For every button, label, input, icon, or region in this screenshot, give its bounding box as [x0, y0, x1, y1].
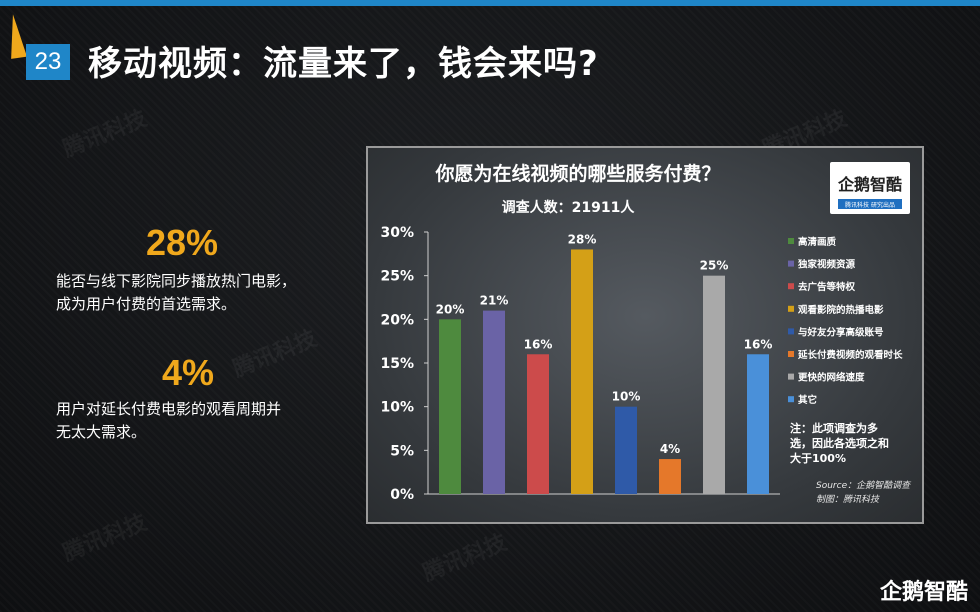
- y-tick-label: 20%: [380, 312, 414, 328]
- stat-value: 28%: [146, 222, 219, 263]
- legend-swatch: [788, 260, 794, 267]
- chart-source: Source：企鹅智酷调查: [816, 480, 912, 491]
- legend-swatch: [788, 328, 794, 335]
- stat-description-line: 用户对延长付费电影的观看周期并: [56, 400, 282, 418]
- data-label: 20%: [436, 302, 465, 316]
- legend-swatch: [788, 305, 794, 312]
- y-tick-label: 10%: [380, 400, 414, 416]
- data-label: 21%: [480, 294, 509, 308]
- legend-swatch: [788, 238, 794, 244]
- stat-description: 能否与线下影院同步播放热门电影， 成为用户付费的首选需求。: [56, 270, 296, 316]
- bar: [703, 275, 725, 494]
- data-label: 4%: [660, 442, 680, 456]
- data-label: 16%: [524, 337, 553, 351]
- logo-subtext: 腾讯科技 研究出品: [845, 201, 895, 209]
- chart-panel: 你愿为在线视频的哪些服务付费？ 调查人数：21911人 企鹅智酷腾讯科技 研究出品 0…: [366, 146, 924, 524]
- stat-description: 用户对延长付费电影的观看周期并 无太大需求。: [56, 398, 281, 444]
- legend-swatch: [788, 351, 794, 357]
- chart-note: 注：此项调查为多: [790, 421, 878, 435]
- chart-note: 选，因此各选项之和: [790, 436, 889, 450]
- bar: [615, 406, 637, 494]
- legend-label: 其它: [798, 394, 817, 406]
- bar: [747, 354, 769, 494]
- legend-label: 延长付费视频的观看时长: [797, 349, 903, 361]
- bar: [659, 459, 681, 494]
- legend-swatch: [788, 396, 794, 403]
- slide-number: 23: [26, 44, 70, 80]
- footer-logo: 企鹅智酷: [879, 580, 968, 605]
- y-tick-label: 5%: [390, 443, 414, 459]
- chart-credit: 制图：腾讯科技: [816, 494, 880, 505]
- legend-label: 与好友分享高级账号: [798, 326, 884, 338]
- data-label: 10%: [612, 390, 641, 404]
- logo-name: 企鹅智酷: [837, 175, 902, 194]
- legend-label: 观看影院的热播电影: [797, 304, 884, 316]
- stat-description-line: 能否与线下影院同步播放热门电影，: [56, 272, 297, 290]
- legend-swatch: [788, 283, 794, 290]
- legend-swatch: [788, 373, 794, 380]
- chart-title: 你愿为在线视频的哪些服务付费？: [434, 162, 720, 185]
- top-accent-bar: [0, 0, 980, 6]
- y-tick-label: 25%: [380, 269, 414, 285]
- stat-value: 4%: [162, 352, 215, 393]
- y-tick-label: 0%: [390, 487, 414, 503]
- bar: [527, 354, 549, 494]
- data-label: 25%: [700, 259, 729, 273]
- y-tick-label: 15%: [380, 356, 414, 372]
- bar: [439, 319, 461, 494]
- legend-label: 独家视频资源: [797, 259, 856, 271]
- data-label: 16%: [744, 337, 773, 351]
- bar: [571, 249, 593, 494]
- stat-description-line: 成为用户付费的首选需求。: [56, 295, 237, 313]
- data-label: 28%: [568, 232, 597, 246]
- legend-label: 去广告等特权: [798, 281, 856, 293]
- logo-subbar: [838, 199, 902, 209]
- page-title: 移动视频：流量来了，钱会来吗?: [88, 44, 599, 84]
- legend-label: 更快的网络速度: [798, 372, 865, 384]
- chart-note: 大于100%: [790, 451, 846, 465]
- legend-label: 高清画质: [798, 236, 837, 248]
- y-tick-label: 30%: [380, 225, 414, 241]
- bar: [483, 310, 505, 494]
- stat-description-line: 无太大需求。: [56, 423, 147, 441]
- chart-subtitle: 调查人数：21911人: [502, 199, 636, 216]
